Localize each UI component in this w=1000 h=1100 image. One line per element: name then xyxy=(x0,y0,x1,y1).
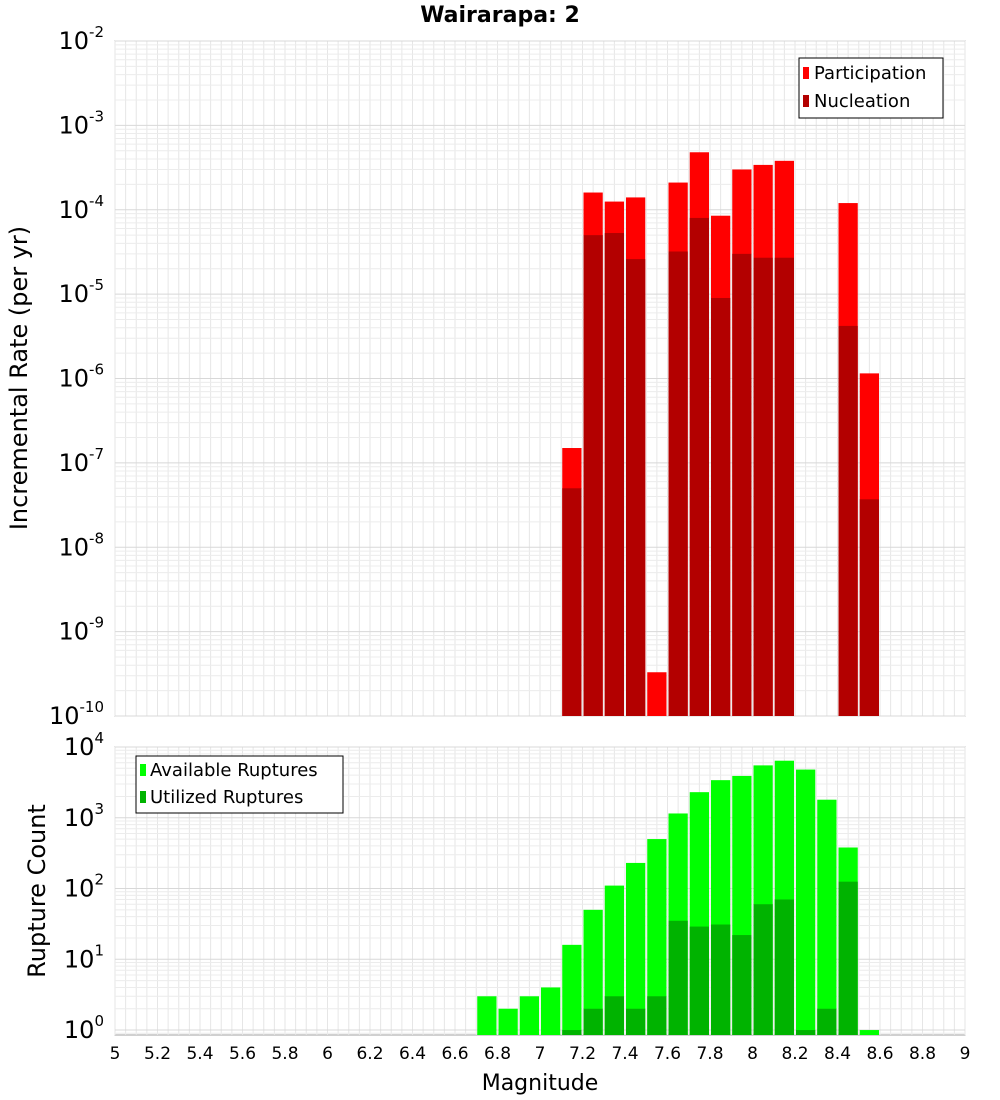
nucleation-legend-swatch xyxy=(803,95,809,107)
rate-bar-nucleation xyxy=(838,325,858,716)
count-bar-utilized-ruptures xyxy=(711,924,731,1035)
rate-y-tick-label: 10-5 xyxy=(58,276,104,308)
count-bar-available-ruptures xyxy=(519,996,539,1035)
rate-bar-nucleation xyxy=(732,253,752,716)
count-bar-utilized-ruptures xyxy=(753,904,773,1035)
count-bar-available-ruptures xyxy=(583,909,603,1035)
rate-bar-participation xyxy=(647,672,667,716)
count-bar-available-ruptures xyxy=(498,1008,518,1035)
count-bar-utilized-ruptures xyxy=(817,1008,837,1035)
available-legend-label: Available Ruptures xyxy=(150,760,318,781)
rate-y-tick-label: 10-9 xyxy=(58,614,104,646)
count-bar-available-ruptures xyxy=(817,799,837,1035)
count-bar-utilized-ruptures xyxy=(668,920,688,1035)
count-bars xyxy=(477,760,879,1035)
x-tick-label: 6.4 xyxy=(399,1044,426,1064)
x-tick-label: 8.8 xyxy=(909,1044,936,1064)
rate-bar-nucleation xyxy=(753,257,773,716)
rupture-count-panel: 104 103 102 101 100 Rupture Count Available … xyxy=(23,729,966,1044)
x-axis-label: Magnitude xyxy=(482,1071,599,1096)
x-tick-label: 5.8 xyxy=(271,1044,298,1064)
count-bar-available-ruptures xyxy=(562,944,582,1035)
count-y-tick-label: 103 xyxy=(64,800,104,832)
count-bar-utilized-ruptures xyxy=(583,1008,603,1035)
rate-bar-nucleation xyxy=(604,233,624,716)
available-legend-swatch xyxy=(140,764,146,776)
rate-y-ticks: 10-2 10-3 10-4 10-5 10-6 10-7 10-8 10-9 10-10 xyxy=(49,23,104,730)
count-y-tick-label: 102 xyxy=(64,871,104,903)
x-tick-label: 7.2 xyxy=(569,1044,596,1064)
rate-panel: 10-2 10-3 10-4 10-5 10-6 10-7 10-8 10-9 10-10 In… xyxy=(5,23,966,730)
count-bar-utilized-ruptures xyxy=(604,996,624,1035)
x-tick-label: 8.2 xyxy=(781,1044,808,1064)
count-bar-utilized-ruptures xyxy=(626,1008,646,1035)
utilized-legend-swatch xyxy=(140,791,146,803)
rate-legend-box xyxy=(798,57,944,119)
count-bar-available-ruptures xyxy=(647,839,667,1035)
chart-title: Wairarapa: 2 xyxy=(420,3,580,28)
count-bar-utilized-ruptures xyxy=(562,1030,582,1035)
x-tick-label: 8 xyxy=(747,1044,758,1064)
count-bar-utilized-ruptures xyxy=(796,1030,816,1035)
count-bar-utilized-ruptures xyxy=(732,935,752,1035)
count-y-tick-label: 101 xyxy=(64,941,104,973)
count-bar-utilized-ruptures xyxy=(647,996,667,1035)
rate-bars xyxy=(562,152,879,717)
x-tick-label: 7.6 xyxy=(654,1044,681,1064)
nucleation-legend-label: Nucleation xyxy=(814,91,910,112)
rate-bar-nucleation xyxy=(859,499,879,716)
rate-y-tick-label: 10-2 xyxy=(58,23,104,55)
x-tick-label: 5.4 xyxy=(186,1044,213,1064)
x-tick-label: 6.6 xyxy=(441,1044,468,1064)
count-y-ticks: 104 103 102 101 100 xyxy=(64,729,104,1044)
count-bar-available-ruptures xyxy=(477,996,497,1035)
count-bar-utilized-ruptures xyxy=(774,899,794,1035)
x-tick-label: 5.6 xyxy=(229,1044,256,1064)
x-tick-label: 6.8 xyxy=(484,1044,511,1064)
count-bar-utilized-ruptures xyxy=(689,926,709,1035)
count-legend-box xyxy=(135,755,344,814)
rate-bar-nucleation xyxy=(562,488,582,716)
rate-y-tick-label: 10-4 xyxy=(58,192,104,224)
x-tick-label: 9 xyxy=(960,1044,971,1064)
count-y-axis-label: Rupture Count xyxy=(23,804,51,978)
rate-y-tick-label: 10-10 xyxy=(49,698,104,730)
count-bar-available-ruptures xyxy=(541,987,561,1035)
rate-bar-nucleation xyxy=(668,251,688,716)
rate-bar-nucleation xyxy=(774,257,794,716)
count-legend: Available Ruptures Utilized Ruptures xyxy=(135,755,344,814)
x-tick-label: 7.4 xyxy=(611,1044,638,1064)
participation-legend-label: Participation xyxy=(814,63,926,84)
rate-y-axis-label: Incremental Rate (per yr) xyxy=(5,226,33,530)
rate-y-tick-label: 10-6 xyxy=(58,361,104,393)
rate-bar-nucleation xyxy=(626,259,646,716)
rate-bar-nucleation xyxy=(711,297,731,716)
rate-bar-nucleation xyxy=(583,235,603,716)
rate-y-tick-label: 10-8 xyxy=(58,529,104,561)
x-tick-label: 7 xyxy=(535,1044,546,1064)
count-bar-available-ruptures xyxy=(626,862,646,1035)
x-tick-label: 5.2 xyxy=(144,1044,171,1064)
x-tick-label: 5 xyxy=(110,1044,121,1064)
x-axis-ticks: 5 5.2 5.4 5.6 5.8 6 6.2 6.4 6.6 6.8 7 7.2 7.4 7.6 7.8 8… xyxy=(110,1044,971,1064)
count-bar-available-ruptures xyxy=(796,769,816,1035)
x-tick-label: 8.4 xyxy=(824,1044,851,1064)
x-tick-label: 6 xyxy=(322,1044,333,1064)
x-tick-label: 7.8 xyxy=(696,1044,723,1064)
count-y-tick-label: 104 xyxy=(64,729,104,761)
count-bar-available-ruptures xyxy=(859,1030,879,1035)
count-y-tick-label: 100 xyxy=(64,1012,104,1044)
rate-legend: Participation Nucleation xyxy=(798,57,944,119)
count-bar-utilized-ruptures xyxy=(838,881,858,1035)
rate-bar-nucleation xyxy=(689,217,709,716)
x-tick-label: 8.6 xyxy=(866,1044,893,1064)
rate-gridlines xyxy=(114,40,966,717)
participation-legend-swatch xyxy=(803,67,809,79)
x-tick-label: 6.2 xyxy=(356,1044,383,1064)
rate-y-tick-label: 10-7 xyxy=(58,445,104,477)
rate-y-tick-label: 10-3 xyxy=(58,107,104,139)
utilized-legend-label: Utilized Ruptures xyxy=(150,787,303,808)
